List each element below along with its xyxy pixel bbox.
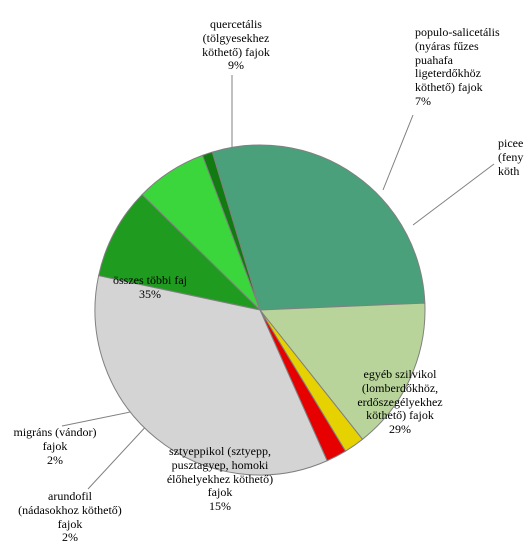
slice-label-arundofil: arundofil (nádasokhoz köthető) fajok 2% [0,490,140,545]
leader-migrans [62,410,140,426]
slice-label-sztyeppikol: sztyeppikol (sztyepp, pusztagyep, homoki… [145,445,295,514]
slice-label-piceetalis: picee (feny köth [498,137,529,178]
slice-label-osszes_tobbi: összes többi faj 35% [90,274,210,302]
slice-label-populo_salicetalis: populo-salicetális (nyáras fűzes puahafa… [415,26,529,109]
pie-chart-container: quercetális (tölgyesekhez köthető) fajok… [0,0,529,556]
slice-label-migrans: migráns (vándor) fajok 2% [0,426,110,467]
leader-piceetalis [413,164,494,225]
slice-label-egyeb_szilvikol: egyéb szilvikol (lomberdőkhöz, erdőszegé… [325,368,475,437]
slice-label-quercetalis: quercetális (tölgyesekhez köthető) fajok… [176,18,296,73]
leader-populo_salicetalis [383,115,413,190]
